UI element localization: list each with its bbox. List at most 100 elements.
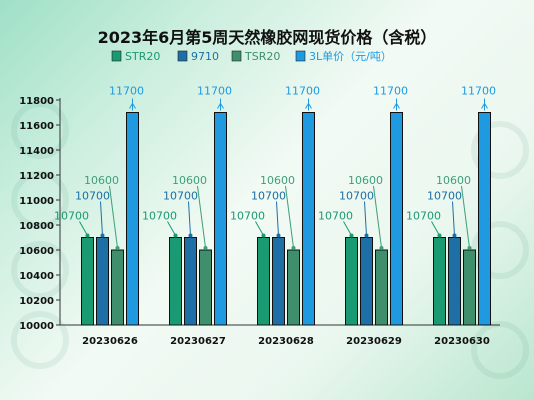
leader-dot-0-2 (115, 246, 120, 250)
y-axis: 10000 10200 10400 10600 10800 11000 11200 11400… (19, 96, 500, 332)
x-tick-label-3: 20230629 (346, 336, 402, 347)
data-label-3-2: 10600 (348, 174, 383, 187)
data-label-1-1: 10700 (163, 190, 198, 203)
y-tick-label-8: 11600 (19, 121, 54, 132)
leader-line-1-2 (197, 185, 206, 249)
data-label-0-2: 10600 (84, 174, 119, 187)
x-axis-labels: 20230626 20230627 20230628 20230629 20230630 (82, 336, 490, 347)
legend-label-1: 9710 (191, 50, 219, 63)
data-label-4-2: 10600 (436, 174, 471, 187)
legend-swatch-3 (295, 50, 306, 62)
bar-3-2 (375, 249, 388, 326)
x-tick-label-0: 20230626 (82, 336, 138, 347)
data-label-1-2: 10600 (172, 174, 207, 187)
data-label-0-3: 11700 (109, 85, 144, 98)
leader-arrow-2-3 (305, 102, 312, 109)
leader-dot-3-2 (379, 246, 384, 250)
bar-4-0 (433, 237, 446, 326)
leader-dot-1-0 (173, 233, 178, 238)
data-label-3-1: 10700 (339, 190, 374, 203)
bar-0-2 (111, 249, 124, 326)
leader-dot-2-1 (276, 233, 281, 238)
data-label-2-0: 10700 (230, 210, 265, 223)
data-label-1-3: 11700 (197, 85, 232, 98)
leader-dot-3-0 (349, 233, 354, 238)
leader-line-1-1 (188, 201, 191, 236)
bar-1-3 (214, 112, 227, 326)
x-tick-label-2: 20230628 (258, 336, 314, 347)
bar-3-1 (360, 237, 373, 326)
bar-2-2 (287, 249, 300, 326)
leader-line-3-1 (364, 201, 367, 236)
y-tick-label-5: 11000 (19, 196, 54, 207)
data-label-4-0: 10700 (406, 210, 441, 223)
watermark-layer (11, 101, 529, 379)
data-label-0-0: 10700 (54, 210, 89, 223)
leader-line-3-0 (343, 221, 352, 236)
leader-dot-3-1 (364, 233, 369, 238)
bar-2-3 (302, 112, 315, 326)
bar-4-1 (448, 237, 461, 326)
leader-line-3-2 (373, 185, 382, 249)
y-tick-label-7: 11400 (19, 146, 54, 157)
bar-2-0 (257, 237, 270, 326)
data-label-3-0: 10700 (318, 210, 353, 223)
y-tick-label-1: 10200 (19, 296, 54, 307)
data-label-0-1: 10700 (75, 190, 110, 203)
legend-label-0: STR20 (125, 50, 160, 63)
leader-dot-4-0 (437, 233, 442, 238)
chart-title: 2023年6月第5周天然橡胶网现货价格（含税） (98, 28, 437, 47)
leader-line-4-1 (452, 201, 455, 236)
leader-arrow-0-3 (129, 102, 136, 109)
y-tick-label-9: 11800 (19, 96, 54, 107)
data-label-2-1: 10700 (251, 190, 286, 203)
bar-1-1 (184, 237, 197, 326)
bar-3-3 (390, 112, 403, 326)
y-tick-label-4: 10800 (19, 221, 54, 232)
y-tick-label-2: 10400 (19, 271, 54, 282)
leader-dot-1-2 (203, 246, 208, 250)
data-label-2-2: 10600 (260, 174, 295, 187)
leader-dot-4-1 (452, 233, 457, 238)
leader-dot-2-0 (261, 233, 266, 238)
legend-label-3: 3L单价（元/吨） (309, 50, 392, 63)
leader-line-0-0 (79, 221, 88, 236)
leader-dot-2-2 (291, 246, 296, 250)
leader-line-4-2 (461, 185, 470, 249)
bar-0-3 (126, 112, 139, 326)
data-label-1-0: 10700 (142, 210, 177, 223)
leader-dot-0-0 (85, 233, 90, 238)
leader-line-2-0 (255, 221, 264, 236)
data-label-2-3: 11700 (285, 85, 320, 98)
leader-line-0-2 (109, 185, 118, 249)
leader-dot-4-2 (467, 246, 472, 250)
bar-1-0 (169, 237, 182, 326)
data-label-4-3: 11700 (461, 85, 496, 98)
bar-2-1 (272, 237, 285, 326)
x-tick-label-1: 20230627 (170, 336, 226, 347)
legend-swatch-0 (111, 50, 122, 62)
leader-dot-0-1 (100, 233, 105, 238)
legend: STR20 9710 TSR20 3L单价（元/吨） (111, 50, 392, 63)
data-labels: 10700 10700 10600 11700 10700 10700 10600 11700… (54, 85, 496, 250)
y-tick-label-6: 11200 (19, 171, 54, 182)
legend-swatch-2 (231, 50, 242, 62)
legend-swatch-1 (177, 50, 188, 62)
x-tick-label-4: 20230630 (434, 336, 490, 347)
bar-4-2 (463, 249, 476, 326)
leader-arrow-4-3 (481, 102, 488, 109)
leader-line-0-1 (100, 201, 103, 236)
bars (81, 112, 491, 326)
leader-line-2-2 (285, 185, 294, 249)
legend-label-2: TSR20 (244, 50, 280, 63)
y-tick-label-3: 10600 (19, 246, 54, 257)
leader-arrow-3-3 (393, 102, 400, 109)
data-label-3-3: 11700 (373, 85, 408, 98)
bar-4-3 (478, 112, 491, 326)
data-label-4-1: 10700 (427, 190, 462, 203)
leader-dot-1-1 (188, 233, 193, 238)
leader-line-1-0 (167, 221, 176, 236)
leader-line-4-0 (431, 221, 440, 236)
leader-line-2-1 (276, 201, 279, 236)
